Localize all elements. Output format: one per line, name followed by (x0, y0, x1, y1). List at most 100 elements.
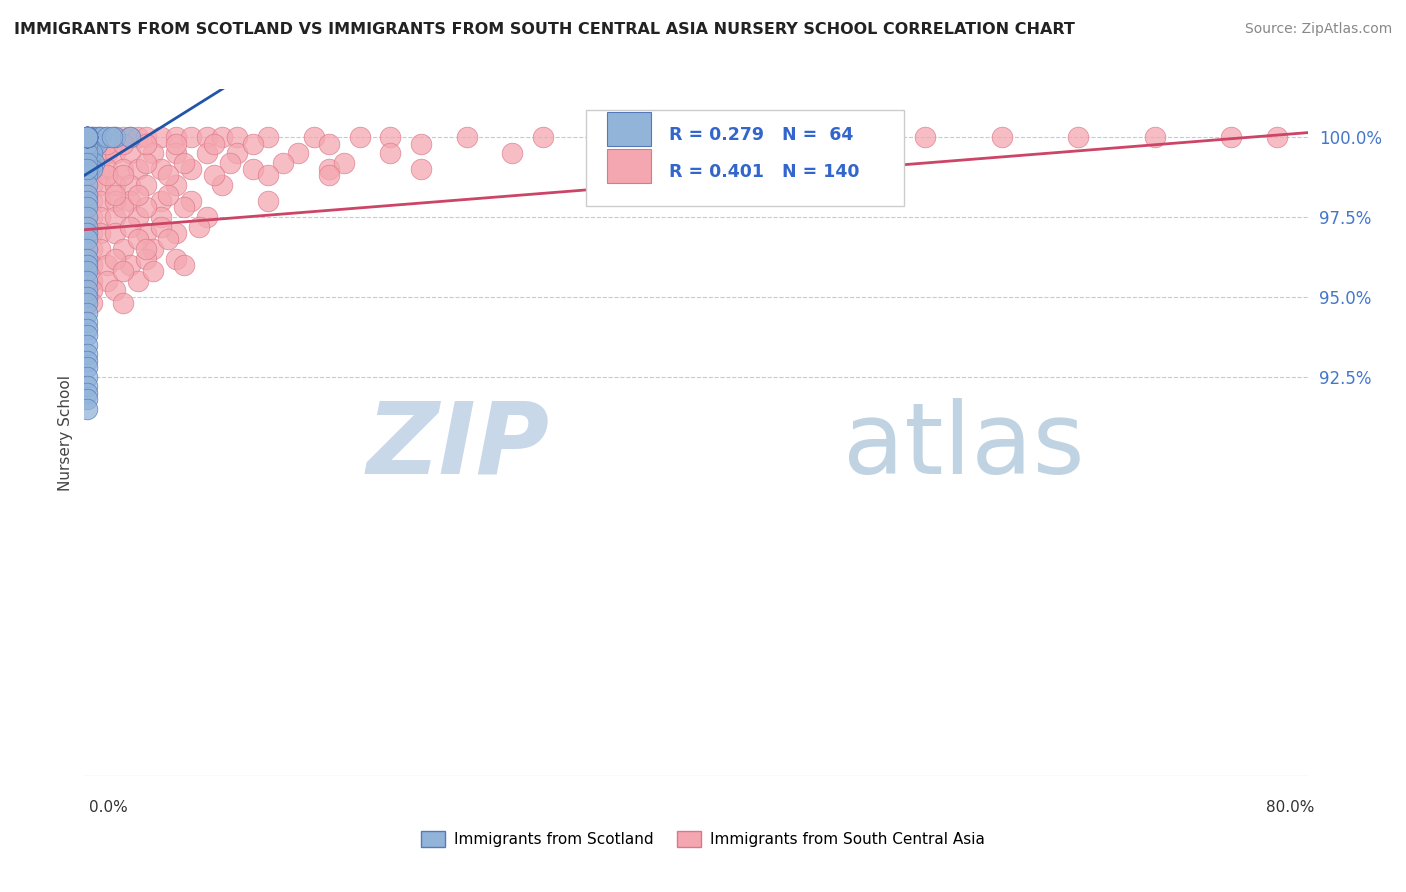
Point (83, 155, 105, 169)
Point (135, 136, 157, 151)
Point (80, 242, 103, 256)
Point (76, 130, 98, 145)
Point (76, 130, 98, 145)
Point (149, 210, 172, 224)
Point (135, 252, 157, 266)
Y-axis label: Nursery School: Nursery School (58, 375, 73, 491)
Point (318, 169, 340, 183)
Point (76, 130, 98, 145)
Point (76, 264, 98, 278)
Point (76, 136, 98, 151)
Point (104, 194, 127, 208)
Point (80, 146, 103, 161)
Point (165, 146, 187, 161)
Point (96, 274, 118, 288)
Point (104, 178, 127, 192)
Point (76, 401, 98, 416)
Point (111, 201, 134, 215)
Point (302, 130, 325, 145)
Point (202, 136, 225, 151)
Bar (606, 149, 651, 183)
Point (80, 296, 103, 310)
Point (157, 232, 180, 246)
Point (80, 146, 103, 161)
Point (96, 258, 118, 272)
Point (89, 178, 111, 192)
Point (76, 201, 98, 215)
Point (761, 130, 783, 145)
Point (195, 130, 218, 145)
Point (80, 162, 103, 177)
Point (501, 146, 523, 161)
Point (838, 130, 860, 145)
Point (127, 210, 149, 224)
Point (202, 169, 225, 183)
Point (318, 162, 340, 177)
Point (76, 178, 98, 192)
Point (111, 136, 134, 151)
Point (80, 274, 103, 288)
Point (80, 162, 103, 177)
Point (149, 194, 172, 208)
Point (180, 194, 202, 208)
Point (76, 392, 98, 406)
Point (76, 130, 98, 145)
Text: 0.0%: 0.0% (89, 800, 128, 814)
Point (76, 284, 98, 298)
Point (157, 169, 180, 183)
Point (135, 201, 157, 215)
Point (76, 130, 98, 145)
Point (142, 264, 165, 278)
Point (96, 136, 118, 151)
Point (120, 130, 142, 145)
Point (76, 130, 98, 145)
Point (685, 130, 707, 145)
Point (76, 226, 98, 240)
Point (77, 162, 100, 177)
Point (120, 258, 142, 272)
Point (80, 130, 103, 145)
Point (135, 155, 157, 169)
Point (104, 210, 127, 224)
Point (142, 242, 165, 256)
Point (135, 178, 157, 192)
Point (76, 155, 98, 169)
Point (165, 226, 187, 240)
Point (76, 187, 98, 202)
Point (120, 219, 142, 234)
Point (96, 130, 118, 145)
Point (89, 146, 111, 161)
Point (76, 290, 98, 304)
Point (83, 136, 105, 151)
Point (409, 136, 432, 151)
Point (76, 130, 98, 145)
Point (242, 136, 264, 151)
Point (87, 130, 110, 145)
Point (318, 136, 340, 151)
Point (80, 284, 103, 298)
Point (409, 162, 432, 177)
Point (127, 232, 149, 246)
Point (1265, 130, 1288, 145)
Point (120, 194, 142, 208)
Point (226, 146, 249, 161)
Point (76, 258, 98, 272)
Point (1143, 130, 1166, 145)
Point (76, 315, 98, 329)
Point (89, 242, 111, 256)
Point (76, 130, 98, 145)
Point (79, 155, 101, 169)
Point (76, 347, 98, 361)
Point (165, 136, 187, 151)
Point (149, 162, 172, 177)
Point (76, 232, 98, 246)
Point (157, 187, 180, 202)
Point (165, 178, 187, 192)
Point (76, 328, 98, 343)
Point (96, 146, 118, 161)
Point (76, 369, 98, 384)
Point (120, 178, 142, 192)
Text: ZIP: ZIP (366, 398, 550, 495)
Point (914, 130, 936, 145)
Text: R = 0.401   N = 140: R = 0.401 N = 140 (669, 163, 859, 181)
